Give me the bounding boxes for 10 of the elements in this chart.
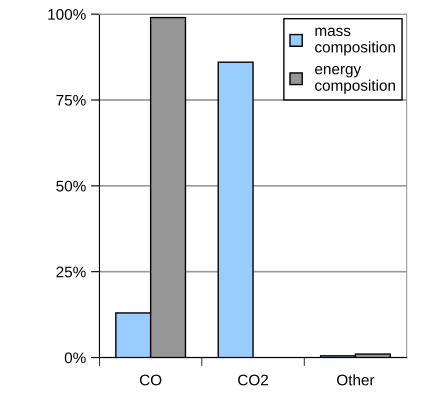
x-tick-label: CO bbox=[140, 374, 162, 386]
y-tick-label: 0% bbox=[64, 352, 86, 364]
y-tick-label: 100% bbox=[48, 9, 86, 20]
y-tick-label: 50% bbox=[56, 180, 86, 192]
x-tick-label: Other bbox=[337, 374, 374, 386]
x-tick-label: CO2 bbox=[238, 374, 268, 386]
legend-label: energy composition bbox=[315, 66, 395, 94]
y-tick-label: 25% bbox=[56, 266, 86, 278]
legend-label: mass composition bbox=[315, 28, 395, 56]
y-tick-label: 75% bbox=[56, 94, 86, 106]
